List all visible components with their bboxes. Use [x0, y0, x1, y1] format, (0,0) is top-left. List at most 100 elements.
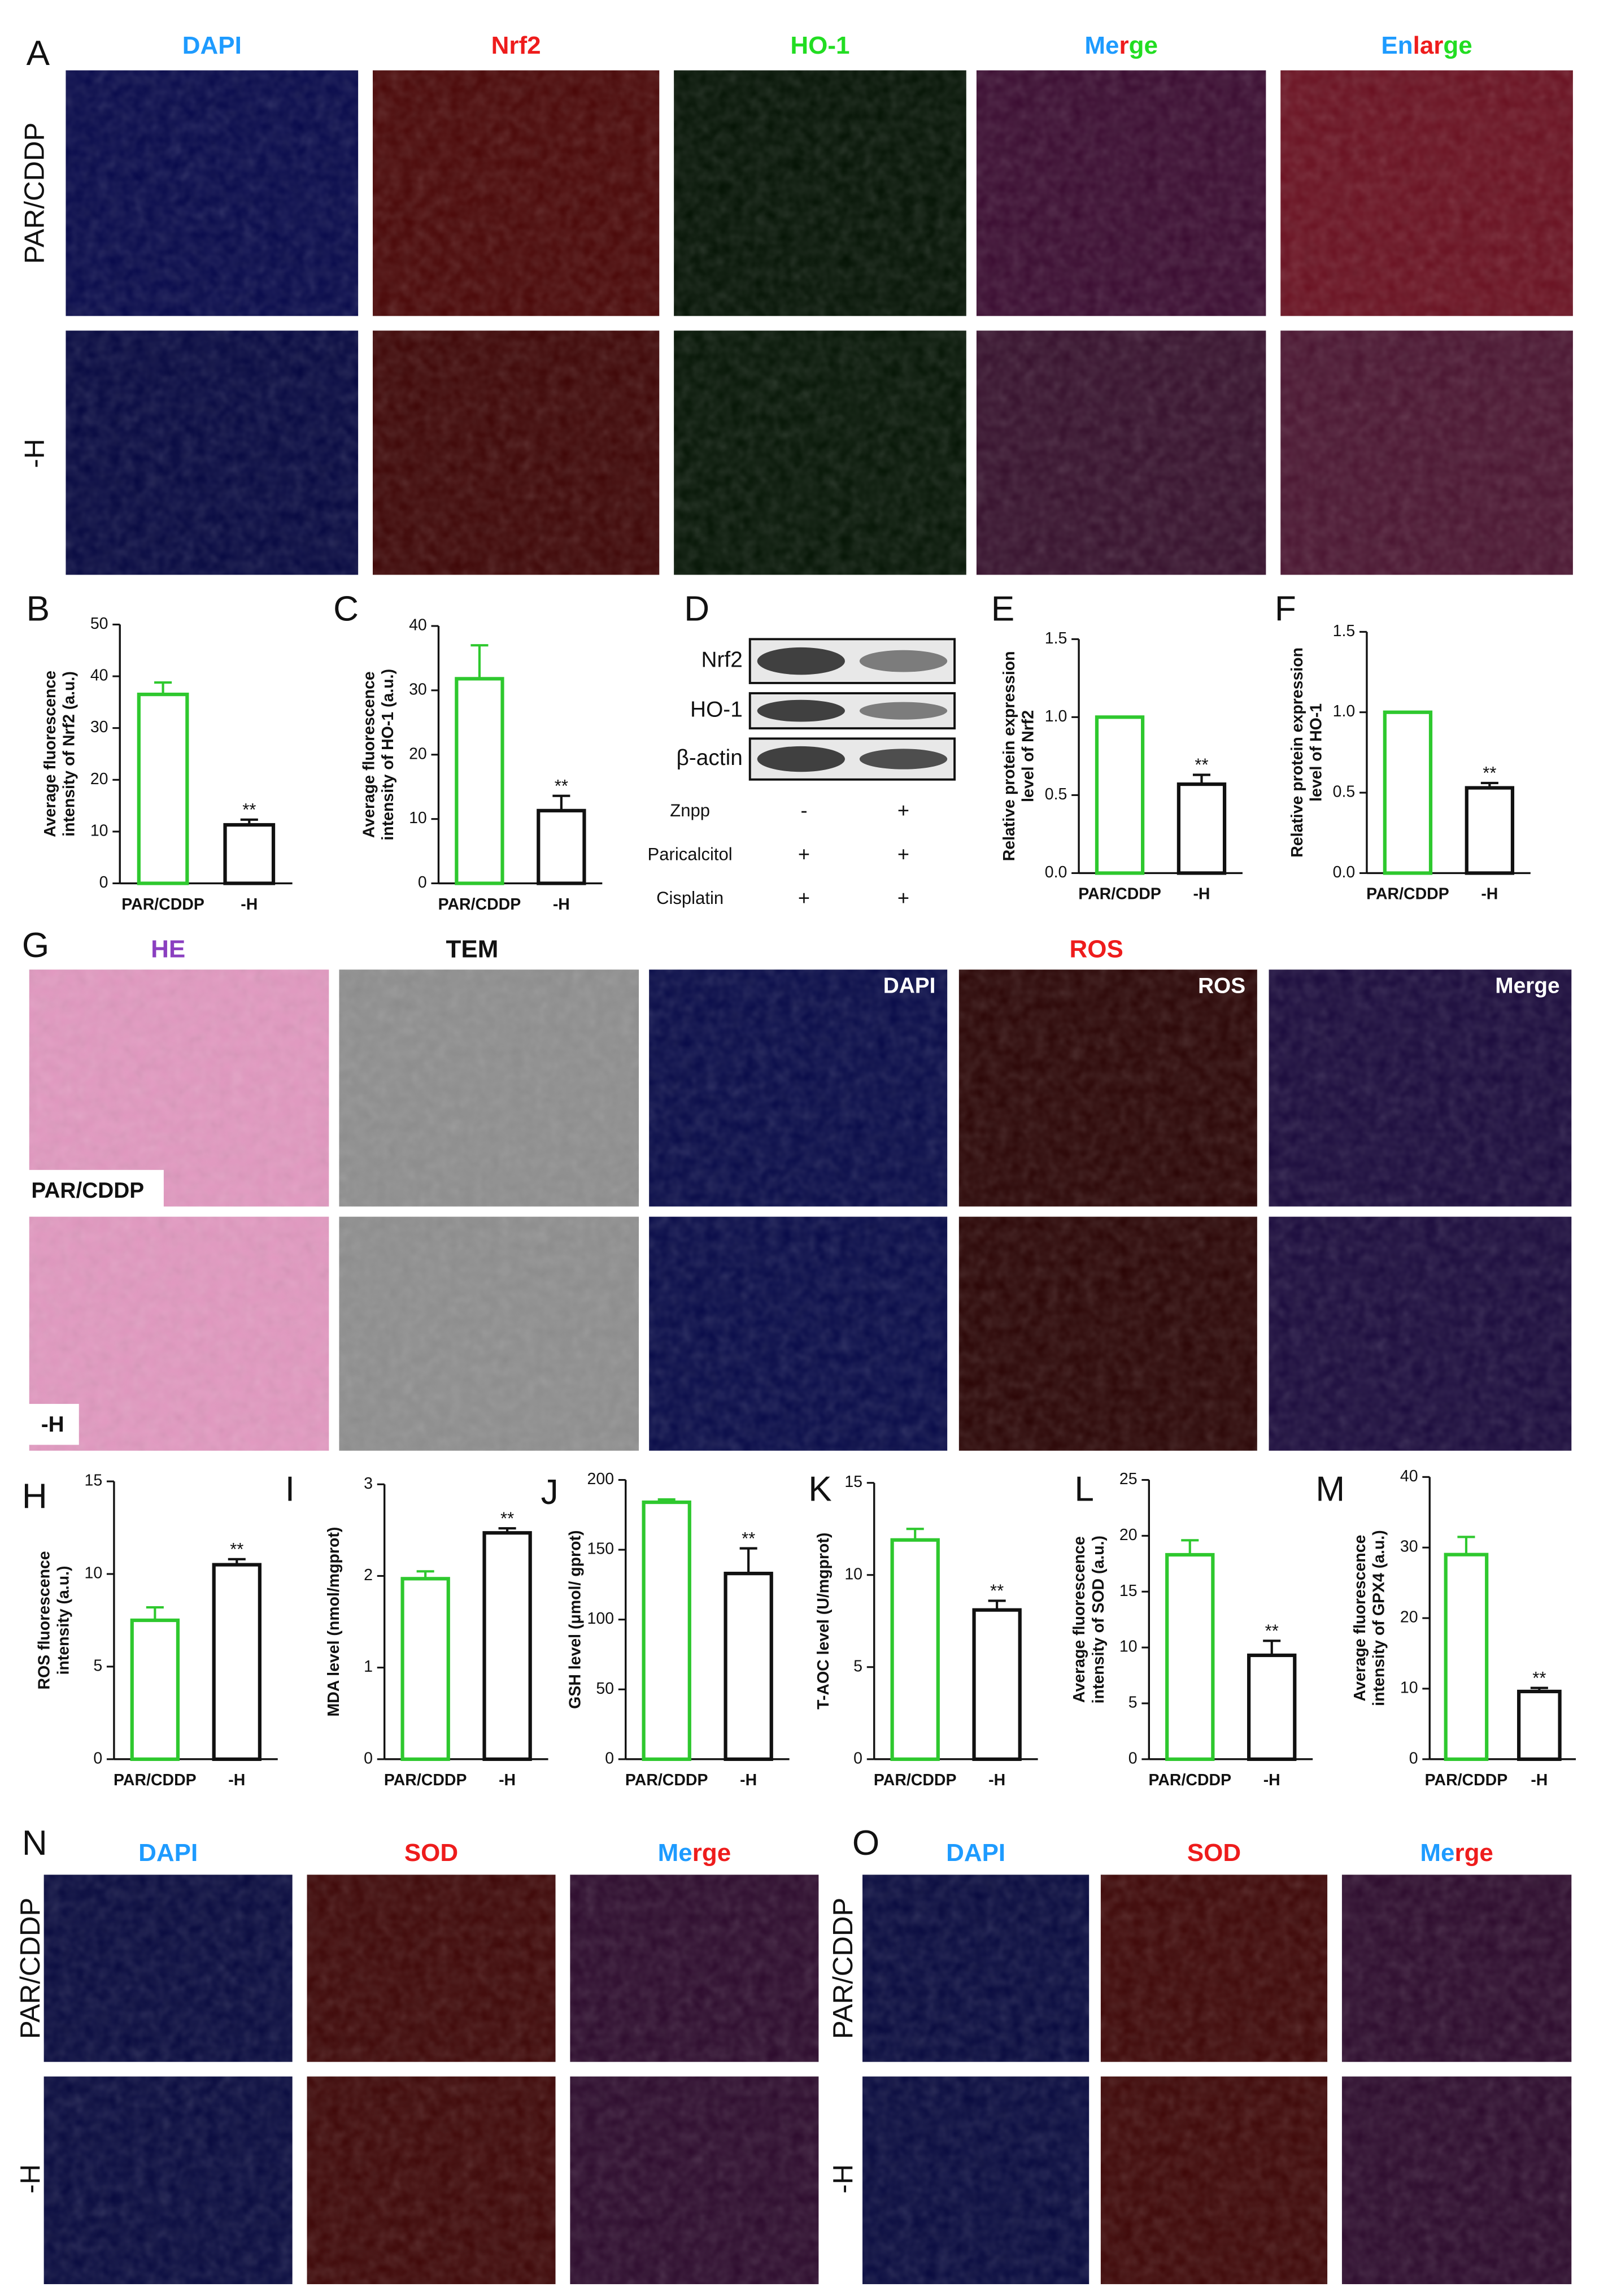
error-bar [240, 818, 258, 825]
significance: ** [1265, 1621, 1279, 1641]
bar [972, 1608, 1022, 1761]
bar [212, 1563, 262, 1761]
treatment-label: Cisplatin [656, 888, 724, 908]
bar [1176, 782, 1227, 875]
y-axis-label: Average fluorescence [1351, 1535, 1369, 1702]
x-tick-label: PAR/CDDP [114, 1771, 197, 1789]
treatment-sign: - [800, 798, 807, 821]
y-tick-label: 30 [1400, 1538, 1418, 1556]
y-tick-label: 0.5 [1333, 783, 1356, 801]
bar [1444, 1553, 1489, 1761]
micrograph-texture [66, 331, 359, 575]
inner-label: DAPI [883, 974, 936, 998]
treatment-sign: + [798, 886, 810, 910]
micrograph-texture [1100, 2076, 1328, 2285]
micrograph-texture [649, 1216, 948, 1451]
micrograph-texture [307, 2076, 556, 2285]
header-part: r [692, 1839, 702, 1867]
header-part: Me [1420, 1839, 1454, 1867]
header-part: Me [1084, 32, 1119, 59]
significance: ** [1532, 1668, 1546, 1688]
error-bar [739, 1547, 757, 1574]
significance: ** [230, 1539, 243, 1559]
y-tick-label: 20 [90, 770, 108, 788]
y-tick-label: 30 [409, 680, 427, 698]
bar [890, 1538, 940, 1761]
treatment-label: Znpp [670, 801, 710, 820]
header-part: ROS [1069, 935, 1123, 963]
error-bar [416, 1570, 434, 1579]
row-label: -H [41, 1412, 64, 1437]
y-tick-label: 0 [605, 1749, 614, 1767]
micrograph-texture [649, 969, 948, 1207]
error-bar [1263, 1640, 1281, 1655]
y-axis-label: intensity (a.u.) [54, 1566, 72, 1675]
panel-label: C [333, 590, 359, 629]
y-tick-label: 1 [364, 1658, 373, 1676]
error-bar [470, 644, 489, 679]
y-tick-label: 30 [90, 718, 108, 736]
blot-band [757, 746, 845, 772]
micrograph-texture [674, 331, 966, 575]
error-bar [552, 794, 570, 811]
y-tick-label: 0 [93, 1749, 102, 1767]
column-header: SOD [1187, 1839, 1241, 1867]
micrograph-texture [372, 70, 660, 316]
y-tick-label: 1.0 [1045, 707, 1067, 725]
x-tick-label: -H [228, 1771, 245, 1789]
bar [482, 1531, 532, 1761]
header-part: HO-1 [790, 32, 849, 59]
header-part: r [1454, 1839, 1464, 1867]
panel-label: B [27, 590, 50, 629]
micrograph-texture [1341, 1875, 1572, 2062]
y-tick-label: 10 [844, 1565, 862, 1583]
panel-label: N [22, 1824, 47, 1863]
y-tick-label: 5 [93, 1656, 102, 1675]
micrograph-texture [976, 70, 1266, 316]
significance: ** [742, 1528, 755, 1548]
row-label: -H [827, 2164, 859, 2194]
y-tick-label: 2 [364, 1566, 373, 1584]
column-header: DAPI [946, 1839, 1005, 1867]
significance: ** [500, 1508, 514, 1528]
panel-label: L [1074, 1470, 1094, 1509]
micrograph-texture [570, 2076, 819, 2285]
micrograph-texture [339, 969, 639, 1207]
bar [223, 823, 276, 885]
micrograph-texture [862, 1875, 1090, 2062]
error-bar [1192, 773, 1211, 785]
x-tick-label: PAR/CDDP [1078, 885, 1161, 903]
micrograph-texture [307, 1875, 556, 2062]
y-axis-label: intensity of GPX4 (a.u.) [1370, 1530, 1388, 1706]
micrograph-texture [339, 1216, 639, 1451]
y-axis-label: GSH level (μmol/ gprot) [566, 1530, 584, 1709]
y-tick-label: 3 [364, 1475, 373, 1493]
y-axis-label: intensity of Nrf2 (a.u.) [60, 671, 79, 837]
y-tick-label: 20 [1400, 1608, 1418, 1627]
column-header: Nrf2 [491, 32, 541, 59]
y-tick-label: 0 [1409, 1749, 1418, 1767]
y-axis-label: T-AOC level (U/mgprot) [814, 1533, 833, 1710]
y-tick-label: 10 [1400, 1678, 1418, 1697]
y-axis-label: intensity of SOD (a.u.) [1090, 1536, 1108, 1703]
x-tick-label: -H [499, 1771, 516, 1789]
column-header: DAPI [182, 32, 242, 59]
x-tick-label: -H [553, 895, 570, 914]
bar [1095, 715, 1145, 875]
y-tick-label: 20 [409, 745, 427, 763]
bar [1383, 710, 1433, 875]
header-part: Me [658, 1839, 692, 1867]
bar [537, 808, 586, 885]
error-bar [988, 1599, 1006, 1610]
y-tick-label: 40 [409, 616, 427, 634]
x-tick-label: PAR/CDDP [384, 1771, 467, 1789]
error-bar [228, 1558, 246, 1565]
panel-label: J [541, 1473, 559, 1512]
blot-band [757, 699, 845, 722]
x-tick-label: PAR/CDDP [1148, 1771, 1231, 1789]
bar [1165, 1553, 1215, 1761]
x-tick-label: -H [1193, 885, 1210, 903]
column-header: Merge [1084, 32, 1158, 59]
y-tick-label: 10 [90, 821, 108, 840]
